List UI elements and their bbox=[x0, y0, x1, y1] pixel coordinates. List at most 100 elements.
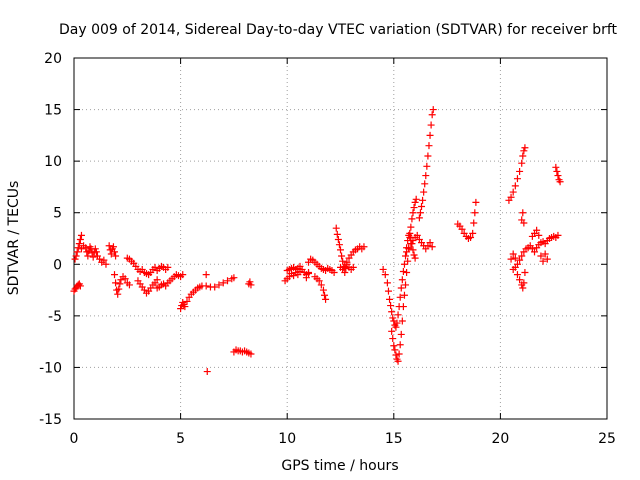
x-tick-label: 15 bbox=[385, 431, 403, 447]
data-point bbox=[177, 305, 185, 313]
data-point bbox=[77, 231, 85, 239]
data-point bbox=[554, 231, 562, 239]
data-point bbox=[537, 252, 545, 260]
data-point bbox=[398, 276, 406, 284]
data-point bbox=[296, 262, 304, 270]
data-point bbox=[516, 276, 524, 284]
data-point bbox=[411, 198, 419, 206]
data-point bbox=[89, 253, 97, 261]
data-point bbox=[518, 252, 526, 260]
data-point bbox=[397, 284, 405, 292]
data-point bbox=[470, 219, 478, 227]
data-point bbox=[164, 263, 172, 271]
y-tick-label: -5 bbox=[48, 309, 62, 325]
data-point bbox=[112, 252, 120, 260]
data-point bbox=[388, 327, 396, 335]
data-point bbox=[513, 260, 521, 268]
data-point bbox=[302, 274, 310, 282]
y-tick-label: -10 bbox=[39, 360, 62, 376]
data-point bbox=[509, 188, 517, 196]
data-point bbox=[429, 106, 437, 114]
data-point bbox=[405, 244, 413, 252]
data-point bbox=[332, 224, 340, 232]
data-point bbox=[404, 257, 412, 265]
data-point bbox=[458, 225, 466, 233]
x-tick-labels: 0 5 10 15 20 25 bbox=[70, 431, 616, 447]
data-point bbox=[112, 279, 120, 287]
data-point bbox=[339, 257, 347, 265]
data-point bbox=[513, 271, 521, 279]
data-point bbox=[315, 277, 323, 285]
data-point bbox=[399, 303, 407, 311]
data-point bbox=[111, 271, 119, 279]
y-tick-labels: -15 -10 -5 0 5 10 15 20 bbox=[39, 51, 62, 428]
y-tick-label: 5 bbox=[53, 206, 62, 222]
data-point bbox=[520, 219, 528, 227]
data-point bbox=[349, 263, 357, 271]
data-point bbox=[153, 276, 161, 284]
data-point bbox=[203, 368, 211, 376]
data-point bbox=[519, 152, 527, 160]
data-point bbox=[389, 314, 397, 322]
data-point bbox=[519, 284, 527, 292]
data-point bbox=[552, 163, 560, 171]
data-point bbox=[321, 291, 329, 299]
data-point bbox=[400, 291, 408, 299]
data-point bbox=[467, 233, 475, 241]
chart-title: Day 009 of 2014, Sidereal Day-to-day VTE… bbox=[59, 22, 618, 38]
data-point bbox=[409, 209, 417, 217]
data-point bbox=[511, 254, 519, 262]
data-point bbox=[322, 295, 330, 303]
data-point bbox=[335, 241, 343, 249]
data-point bbox=[413, 231, 421, 239]
data-point bbox=[402, 281, 410, 289]
data-point bbox=[125, 281, 133, 289]
data-point bbox=[539, 257, 547, 265]
data-point bbox=[390, 342, 398, 350]
data-point bbox=[412, 195, 420, 203]
data-point bbox=[411, 254, 419, 262]
data-point bbox=[393, 319, 401, 327]
y-tick-label: 10 bbox=[44, 154, 62, 170]
data-point bbox=[472, 198, 480, 206]
data-point bbox=[305, 269, 313, 277]
x-tick-label: 20 bbox=[491, 431, 509, 447]
data-point bbox=[381, 271, 389, 279]
data-point bbox=[533, 226, 541, 234]
data-point bbox=[424, 152, 432, 160]
data-point bbox=[219, 279, 227, 287]
data-point bbox=[386, 295, 394, 303]
data-point bbox=[100, 256, 108, 264]
data-point bbox=[71, 255, 79, 263]
data-point bbox=[416, 209, 424, 217]
data-point bbox=[224, 277, 232, 285]
data-point bbox=[211, 283, 219, 291]
data-point bbox=[360, 243, 368, 251]
data-point bbox=[389, 335, 397, 343]
data-point bbox=[426, 131, 434, 139]
data-point bbox=[511, 182, 519, 190]
data-point bbox=[334, 236, 342, 244]
data-point bbox=[215, 281, 223, 289]
data-point bbox=[531, 248, 539, 256]
data-point bbox=[407, 223, 415, 231]
data-point bbox=[338, 252, 346, 260]
data-point bbox=[421, 180, 429, 188]
data-point bbox=[398, 317, 406, 325]
data-point bbox=[379, 265, 387, 273]
data-point bbox=[471, 209, 479, 217]
data-point bbox=[82, 244, 90, 252]
data-point bbox=[402, 252, 410, 260]
data-point bbox=[554, 172, 562, 180]
data-point bbox=[116, 280, 124, 288]
data-point bbox=[111, 248, 119, 256]
data-point bbox=[74, 244, 82, 252]
data-point bbox=[403, 248, 411, 256]
data-point bbox=[317, 281, 325, 289]
y-tick-label: 0 bbox=[53, 257, 62, 273]
data-point bbox=[246, 278, 254, 286]
data-point bbox=[75, 240, 83, 248]
data-point bbox=[91, 245, 99, 253]
data-point bbox=[84, 252, 92, 260]
data-point bbox=[541, 250, 549, 258]
